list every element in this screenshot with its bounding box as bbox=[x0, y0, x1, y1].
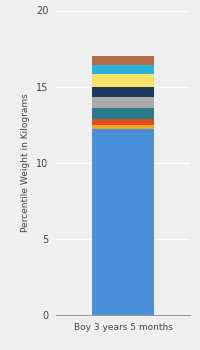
Bar bbox=[92, 129, 154, 315]
Bar bbox=[92, 75, 154, 88]
Bar bbox=[92, 56, 154, 64]
Bar bbox=[92, 108, 154, 119]
Bar bbox=[92, 125, 154, 129]
Bar bbox=[92, 64, 154, 75]
Y-axis label: Percentile Weight in Kilograms: Percentile Weight in Kilograms bbox=[21, 93, 30, 232]
Bar bbox=[92, 97, 154, 108]
Bar bbox=[92, 88, 154, 97]
Bar bbox=[92, 119, 154, 125]
